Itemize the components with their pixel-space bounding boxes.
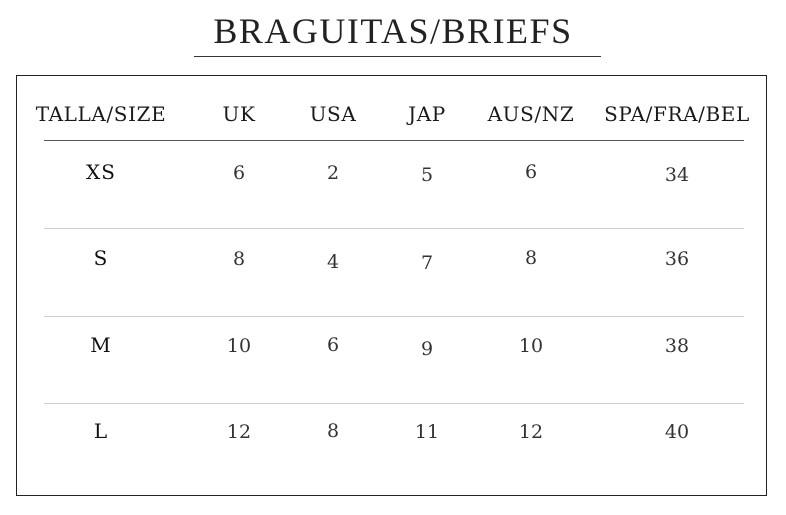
header-spa-fra-bel: SPA/FRA/BEL [604,102,750,126]
header-jap: JAP [408,102,446,126]
aus-nz-value: 8 [524,247,538,269]
row-divider [44,316,744,317]
jap-value: 7 [420,252,434,274]
usa-value: 6 [326,334,340,356]
size-label: M [90,333,112,357]
table-row: M 10 6 9 10 38 [0,329,786,361]
table-header-row: TALLA/SIZE UK USA JAP AUS/NZ SPA/FRA/BEL [0,98,786,130]
size-table-frame [16,75,767,496]
aus-nz-value: 12 [518,421,544,443]
usa-value: 4 [326,251,340,273]
header-divider [44,140,744,141]
spa-fra-bel-value: 36 [664,248,690,270]
size-label: L [93,419,109,443]
spa-fra-bel-value: 40 [664,421,690,443]
uk-value: 6 [232,162,246,184]
spa-fra-bel-value: 38 [664,335,690,357]
usa-value: 2 [326,162,340,184]
aus-nz-value: 6 [524,161,538,183]
size-label: XS [86,160,116,184]
header-aus-nz: AUS/NZ [487,102,575,126]
row-divider [44,403,744,404]
page-title: BRAGUITAS/BRIEFS [213,11,573,51]
uk-value: 10 [226,335,252,357]
header-uk: UK [222,102,256,126]
uk-value: 12 [226,421,252,443]
header-talla-size: TALLA/SIZE [35,102,167,126]
title-underline [194,56,601,57]
row-divider [44,228,744,229]
jap-value: 5 [420,164,434,186]
usa-value: 8 [326,420,340,442]
jap-value: 9 [420,338,434,360]
uk-value: 8 [232,248,246,270]
table-row: S 8 4 7 8 36 [0,242,786,274]
aus-nz-value: 10 [518,335,544,357]
table-row: L 12 8 11 12 40 [0,415,786,447]
table-row: XS 6 2 5 6 34 [0,156,786,188]
header-usa: USA [309,102,357,126]
spa-fra-bel-value: 34 [664,164,690,186]
size-label: S [93,246,109,270]
jap-value: 11 [414,421,440,443]
